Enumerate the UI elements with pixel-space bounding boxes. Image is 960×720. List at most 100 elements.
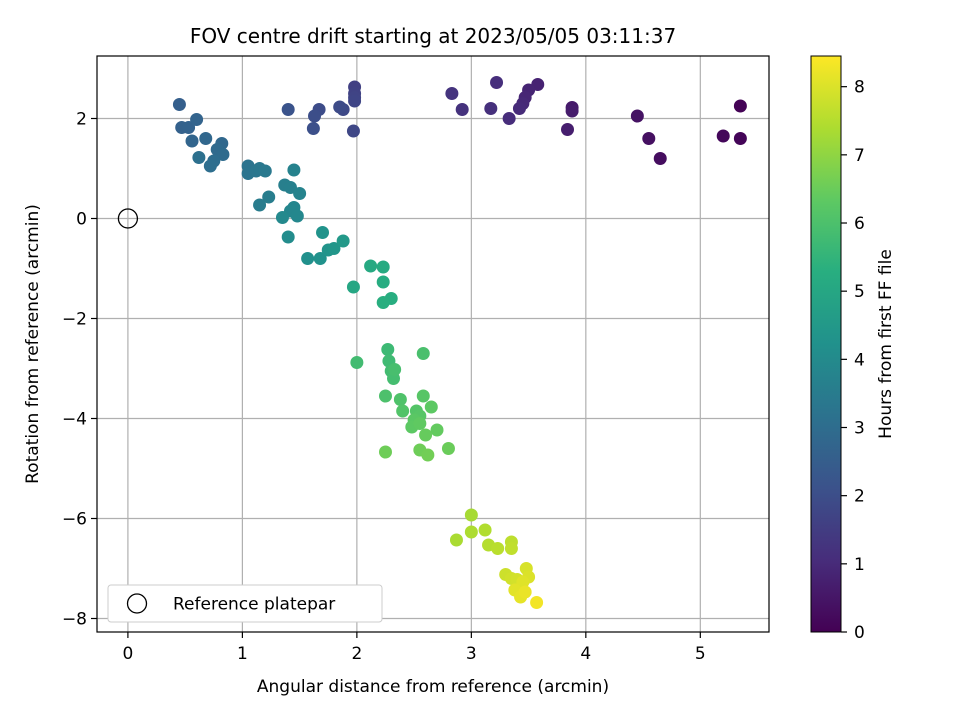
colorbar: 0 1 2 3 4 5 6 7 8 Hours from first FF file	[810, 55, 896, 643]
chart-title: FOV centre drift starting at 2023/05/05 …	[190, 24, 676, 48]
colorbar-tick-label: 2	[854, 487, 865, 507]
data-point	[565, 104, 579, 118]
data-point	[283, 181, 297, 194]
data-point	[182, 121, 196, 134]
data-point	[301, 252, 315, 265]
data-point	[376, 260, 390, 274]
data-points	[172, 76, 747, 609]
x-tick-label: 2	[351, 644, 362, 664]
colorbar-tick-label: 1	[854, 555, 865, 575]
colorbar-tick-label: 8	[854, 78, 865, 98]
data-point	[653, 152, 667, 165]
data-point	[388, 363, 402, 376]
data-point	[306, 122, 320, 135]
data-point	[421, 448, 435, 462]
data-point	[490, 76, 504, 89]
data-point	[376, 296, 390, 309]
data-point	[381, 343, 395, 356]
data-point	[642, 132, 656, 145]
data-point	[516, 575, 530, 589]
data-point	[308, 109, 322, 123]
data-point	[346, 280, 360, 294]
data-point	[281, 103, 295, 116]
legend: Reference platepar	[107, 584, 383, 623]
data-point	[364, 259, 378, 273]
colorbar-tick-label: 3	[854, 419, 865, 439]
data-point	[416, 389, 430, 403]
x-tick-label: 4	[580, 644, 591, 664]
data-point	[484, 102, 498, 115]
x-tick-label: 0	[122, 644, 133, 664]
y-tick-label: −8	[62, 610, 87, 630]
y-tick-label: 0	[76, 210, 87, 230]
data-point	[478, 523, 492, 537]
data-point	[504, 542, 518, 555]
data-point	[630, 109, 644, 123]
data-point	[287, 163, 301, 177]
data-point	[333, 100, 347, 114]
data-point	[502, 112, 516, 125]
data-point	[419, 428, 433, 442]
x-axis-label: Angular distance from reference (arcmin)	[257, 677, 609, 697]
data-point	[396, 404, 410, 418]
data-point	[378, 445, 392, 459]
data-point	[258, 164, 272, 178]
y-axis-label: Rotation from reference (arcmin)	[23, 204, 43, 484]
legend-label: Reference platepar	[173, 595, 335, 615]
data-point	[413, 417, 427, 430]
colorbar-label: Hours from first FF file	[876, 249, 896, 439]
data-point	[393, 393, 407, 406]
data-point	[336, 234, 350, 248]
data-point	[424, 400, 438, 414]
data-point	[293, 187, 307, 200]
colorbar-ticks: 0 1 2 3 4 5 6 7 8	[841, 78, 865, 643]
data-point	[290, 209, 304, 223]
data-point	[378, 389, 392, 403]
y-tick-label: 2	[76, 110, 87, 130]
data-point	[253, 198, 267, 212]
data-point	[172, 98, 186, 111]
data-point	[464, 525, 478, 539]
data-point	[455, 103, 469, 116]
data-point	[313, 252, 327, 265]
data-point	[430, 423, 444, 437]
data-point	[733, 132, 747, 145]
data-point	[275, 211, 289, 224]
colorbar-tick-label: 5	[854, 282, 865, 302]
data-point	[512, 102, 526, 115]
data-point	[185, 134, 199, 148]
colorbar-tick-label: 6	[854, 214, 865, 234]
y-tick-label: −4	[62, 410, 87, 430]
colorbar-tick-label: 0	[854, 623, 865, 643]
colorbar-gradient	[810, 55, 842, 633]
colorbar-tick-label: 4	[854, 350, 865, 370]
y-tick-label: −2	[62, 310, 87, 330]
data-point	[216, 148, 230, 161]
x-axis-ticks: 0 1 2 3 4 5	[122, 632, 706, 664]
data-point	[281, 230, 295, 244]
reference-marker	[117, 208, 139, 229]
data-point	[348, 94, 362, 108]
legend-marker	[126, 593, 148, 614]
data-point	[203, 159, 217, 173]
data-point	[327, 242, 341, 255]
data-point	[561, 123, 575, 136]
x-tick-label: 1	[237, 644, 248, 664]
data-point	[262, 190, 276, 204]
plot-area-frame	[96, 55, 770, 633]
data-point	[445, 87, 459, 100]
x-tick-label: 5	[695, 644, 706, 664]
colorbar-tick-label: 7	[854, 146, 865, 166]
data-point	[716, 129, 730, 143]
x-tick-label: 3	[466, 644, 477, 664]
data-point	[316, 226, 330, 239]
data-point	[518, 585, 532, 599]
data-point	[464, 508, 478, 522]
data-point	[449, 533, 463, 547]
data-point	[491, 542, 505, 555]
data-point	[733, 99, 747, 113]
data-point	[190, 113, 204, 126]
data-point	[350, 356, 364, 369]
reference-point	[117, 208, 139, 229]
